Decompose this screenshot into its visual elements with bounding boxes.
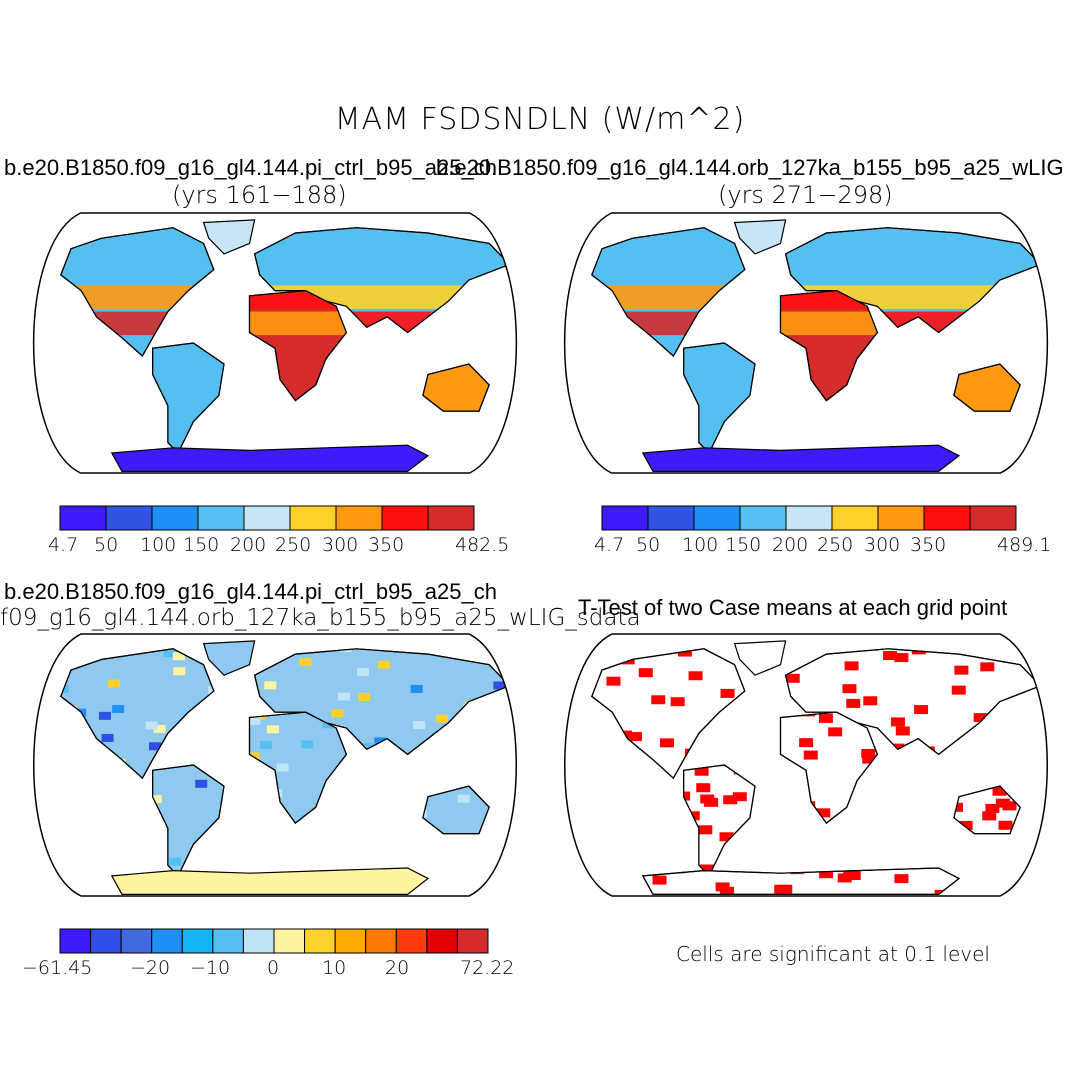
colorbar-box — [693, 505, 741, 531]
colorbar-box — [785, 505, 833, 531]
colorbar-box — [365, 928, 397, 954]
map-orb — [564, 212, 1048, 474]
colorbar-box — [426, 928, 458, 954]
colorbar-box — [601, 505, 649, 531]
colorbar-label: 50 — [94, 534, 119, 556]
continent-greenland — [733, 640, 787, 676]
colorbar-box — [427, 505, 475, 531]
colorbar-label: −10 — [190, 957, 231, 979]
colorbar-box — [877, 505, 925, 531]
continent-namerica — [591, 648, 746, 780]
panel-diff-subtitle: f09_g16_gl4.144.orb_127ka_b155_b95_a25_w… — [0, 605, 641, 631]
panel-ctrl-years: (yrs 161−188) — [172, 181, 347, 209]
panel-diff-title: b.e20.B1850.f09_g16_gl4.144.pi_ctrl_b95_… — [4, 579, 497, 604]
colorbar-box — [105, 505, 153, 531]
colorbar-label: 489.1 — [997, 534, 1052, 556]
colorbar-label: −61.45 — [22, 957, 93, 979]
colorbar-label: 10 — [322, 957, 347, 979]
map-outline — [564, 633, 1048, 897]
colorbar-label: 482.5 — [455, 534, 510, 556]
colorbar-box — [739, 505, 787, 531]
continent-greenland — [202, 219, 256, 255]
colorbar-label: 150 — [183, 534, 220, 556]
colorbar-box — [242, 928, 275, 954]
colorbar-box — [289, 505, 337, 531]
colorbar-box — [59, 928, 92, 954]
colorbar-box — [212, 928, 244, 954]
continent-samerica — [683, 342, 756, 455]
map-outline — [33, 212, 517, 474]
continent-antarctica — [110, 444, 430, 472]
colorbar-label: 300 — [322, 534, 359, 556]
colorbar-box — [647, 505, 695, 531]
colorbar-box — [923, 505, 971, 531]
colorbar-box — [395, 928, 428, 954]
map-outline — [564, 212, 1048, 474]
colorbar-label: 100 — [140, 534, 177, 556]
colorbar-label: 72.22 — [460, 957, 515, 979]
continent-antarctica — [110, 867, 430, 895]
colorbar-label: 4.7 — [594, 534, 625, 556]
colorbar-box — [831, 505, 879, 531]
panel-ctrl-title: b.e20.B1850.f09_g16_gl4.144.pi_ctrl_b95_… — [4, 155, 497, 180]
continent-australia — [422, 785, 490, 835]
colorbar-label: 150 — [725, 534, 762, 556]
map-diff — [33, 633, 517, 897]
colorbar-box — [273, 928, 306, 954]
colorbar-box — [120, 928, 153, 954]
ttest-footer: Cells are significant at 0.1 level — [676, 942, 990, 966]
continent-samerica — [152, 764, 225, 877]
continent-antarctica — [641, 444, 961, 472]
colorbar-label: 250 — [817, 534, 854, 556]
figure-title: MAM FSDSNDLN (W/m^2) — [334, 102, 746, 137]
colorbar-box — [243, 505, 291, 531]
colorbar-box — [181, 928, 214, 954]
colorbar-label: 200 — [772, 534, 809, 556]
colorbar-label: 200 — [230, 534, 267, 556]
colorbar-box — [381, 505, 429, 531]
map-ctrl — [33, 212, 517, 474]
colorbar-orb — [601, 505, 1017, 531]
panel-orb-years: (yrs 271−298) — [718, 181, 893, 209]
continent-greenland — [202, 640, 256, 676]
colorbar-label: −20 — [130, 957, 171, 979]
colorbar-label: 4.7 — [48, 534, 79, 556]
colorbar-label: 300 — [864, 534, 901, 556]
continent-samerica — [152, 342, 225, 455]
colorbar-label: 50 — [636, 534, 661, 556]
colorbar-box — [151, 928, 183, 954]
colorbar-label: 20 — [385, 957, 410, 979]
colorbar-box — [59, 505, 107, 531]
map-outline — [33, 633, 517, 897]
colorbar-label: 100 — [682, 534, 719, 556]
continent-greenland — [733, 219, 787, 255]
colorbar-box — [197, 505, 245, 531]
continent-africa — [248, 711, 348, 824]
colorbar-label: 0 — [267, 957, 280, 979]
panel-ttest-title: T-Test of two Case means at each grid po… — [578, 595, 1008, 620]
continent-samerica — [683, 764, 756, 877]
continent-australia — [422, 363, 490, 412]
continent-australia — [953, 363, 1021, 412]
colorbar-diff — [59, 928, 489, 954]
colorbar-label: 250 — [275, 534, 312, 556]
colorbar-box — [334, 928, 367, 954]
map-ttest — [564, 633, 1048, 897]
colorbar-box — [151, 505, 199, 531]
colorbar-box — [456, 928, 489, 954]
colorbar-box — [304, 928, 336, 954]
colorbar-ctrl — [59, 505, 475, 531]
colorbar-box — [335, 505, 383, 531]
colorbar-label: 350 — [910, 534, 947, 556]
colorbar-label: 350 — [368, 534, 405, 556]
colorbar-box — [969, 505, 1017, 531]
colorbar-box — [90, 928, 122, 954]
panel-orb-title: b.e20.B1850.f09_g16_gl4.144.orb_127ka_b1… — [436, 155, 1064, 180]
